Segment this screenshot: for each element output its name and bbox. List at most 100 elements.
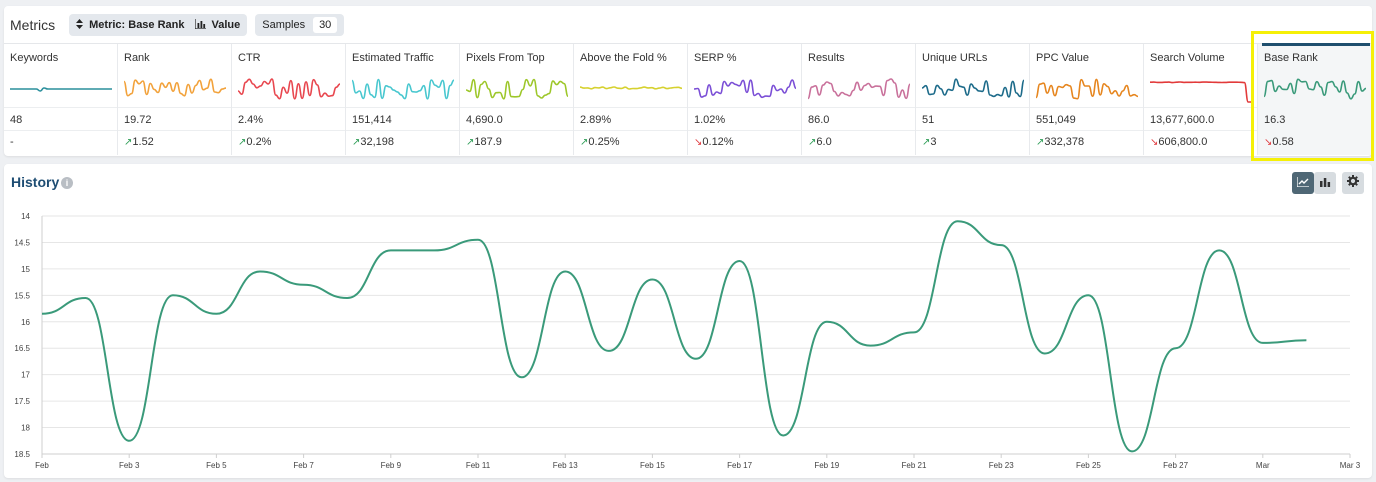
metric-delta: ↗3 [922,136,937,148]
y-tick-label: 18.5 [14,450,30,459]
metric-column-pixels-from-top[interactable]: Pixels From Top 4,690.0 ↗187.9 [460,44,574,155]
sparkline [237,78,341,100]
settings-button[interactable] [1342,172,1364,194]
metric-value: 4,690.0 [466,114,503,126]
metric-column-rank[interactable]: Rank 19.72 ↗1.52 [118,44,232,155]
samples-label: Samples [262,19,306,31]
sparkline-line [237,78,341,100]
sparkline [921,78,1025,98]
metric-name: Keywords [10,52,59,64]
trend-up-icon: ↗ [580,137,589,148]
y-tick-label: 16.5 [14,344,30,353]
metric-selector[interactable]: Metric: Base Rank Value [69,14,248,36]
line-chart-button[interactable] [1292,172,1314,194]
sparkline-line [1035,78,1139,100]
sparkline-line [1263,78,1367,100]
metric-value: 551,049 [1036,114,1076,126]
metric-column-estimated-traffic[interactable]: Estimated Traffic 151,414 ↗32,198 [346,44,460,155]
metric-delta: ↘0.58 [1264,136,1294,148]
trend-down-icon: ↘ [1264,137,1273,148]
metric-delta-value: 6.0 [816,136,832,148]
metric-delta: ↗0.2% [238,136,271,148]
mode-label: Value [211,19,241,31]
y-tick-label: 17.5 [14,397,30,406]
row-divider [4,107,1372,108]
y-tick-label: 14 [21,212,30,221]
x-tick-label: Feb 13 [553,461,578,470]
metric-value: 2.4% [238,114,264,126]
metric-value: 1.02% [694,114,726,126]
metric-delta: - [10,136,14,148]
sparkline [1149,81,1252,103]
metric-value: 51 [922,114,935,126]
x-tick-label: Feb 25 [1076,461,1101,470]
metric-column-ppc-value[interactable]: PPC Value 551,049 ↗332,378 [1030,44,1144,155]
metric-delta-value: 0.2% [246,136,272,148]
metric-column-above-the-fold-[interactable]: Above the Fold % 2.89% ↗0.25% [574,44,688,155]
info-icon[interactable]: i [61,177,73,189]
y-tick-label: 15.5 [14,291,30,300]
selected-indicator [1262,43,1370,46]
metrics-panel: Metrics Metric: Base Rank Value Samples … [4,6,1372,156]
metric-name: Results [808,52,845,64]
metric-column-search-volume[interactable]: Search Volume 13,677,600.0 ↘606,800.0 [1144,44,1258,155]
history-chart[interactable]: 14 14.5 15 15.5 16 16.5 17 17.5 18 18.5 Feb Feb 3 Fe… [4,202,1372,478]
trend-up-icon: ↗ [466,137,475,148]
metric-delta-value: 606,800.0 [1158,136,1208,148]
metric-delta-value: 1.52 [132,136,154,148]
metric-delta-value: 0.25% [588,136,620,148]
metrics-header: Metrics Metric: Base Rank Value Samples … [4,6,1372,44]
metric-column-base-rank[interactable]: Base Rank 16.3 ↘0.58 [1258,43,1372,155]
bar-chart-icon [1319,174,1331,192]
metric-column-results[interactable]: Results 86.0 ↗6.0 [802,44,916,155]
metric-delta-value: - [10,136,14,148]
metric-name: Pixels From Top [466,52,545,64]
line-chart-icon [1296,174,1309,192]
metric-delta: ↗0.25% [580,136,620,148]
metric-column-ctr[interactable]: CTR 2.4% ↗0.2% [232,44,346,155]
trend-down-icon: ↘ [694,137,703,148]
trend-up-icon: ↗ [238,137,247,148]
y-tick-label: 17 [21,371,30,380]
sparkline [1263,78,1367,100]
x-tick-label: Feb 19 [814,461,839,470]
x-tick-label: Feb 9 [381,461,402,470]
x-tick-label: Feb 11 [466,461,491,470]
x-tick-label: Mar 3 [1340,461,1361,470]
samples-control[interactable]: Samples 30 [255,14,345,36]
trend-down-icon: ↘ [1150,137,1159,148]
sparkline [465,78,569,100]
metric-delta: ↘0.12% [694,136,734,148]
metric-value: 16.3 [1264,114,1286,126]
x-tick-label: Mar [1256,461,1270,470]
x-tick-label: Feb 15 [640,461,665,470]
sparkline-line [351,78,455,100]
metric-delta: ↗1.52 [124,136,154,148]
metric-column-unique-urls[interactable]: Unique URLs 51 ↗3 [916,44,1030,155]
metric-name: CTR [238,52,261,64]
bar-chart-small-icon [193,18,206,32]
metric-selector-value: Base Rank [128,19,185,31]
sparkline-line [10,87,112,92]
metric-delta: ↘606,800.0 [1150,136,1207,148]
metric-column-serp-[interactable]: SERP % 1.02% ↘0.12% [688,44,802,155]
sparkline-line [1149,81,1252,103]
metric-column-keywords[interactable]: Keywords 48 - [4,44,118,155]
metric-name: Unique URLs [922,52,988,64]
sparkline [807,78,911,100]
sparkline-line [693,79,797,99]
samples-input[interactable]: 30 [313,17,338,33]
metric-name: Above the Fold % [580,52,667,64]
x-tick-label: Feb 23 [989,461,1014,470]
metric-delta: ↗187.9 [466,136,502,148]
metric-name: SERP % [694,52,737,64]
bar-chart-button[interactable] [1314,172,1336,194]
trend-up-icon: ↗ [922,137,931,148]
metric-value: 2.89% [580,114,612,126]
metric-delta: ↗6.0 [808,136,832,148]
metric-delta-value: 0.12% [702,136,734,148]
metric-value: 86.0 [808,114,830,126]
trend-up-icon: ↗ [124,137,133,148]
y-tick-label: 18 [21,424,30,433]
trend-up-icon: ↗ [352,137,361,148]
